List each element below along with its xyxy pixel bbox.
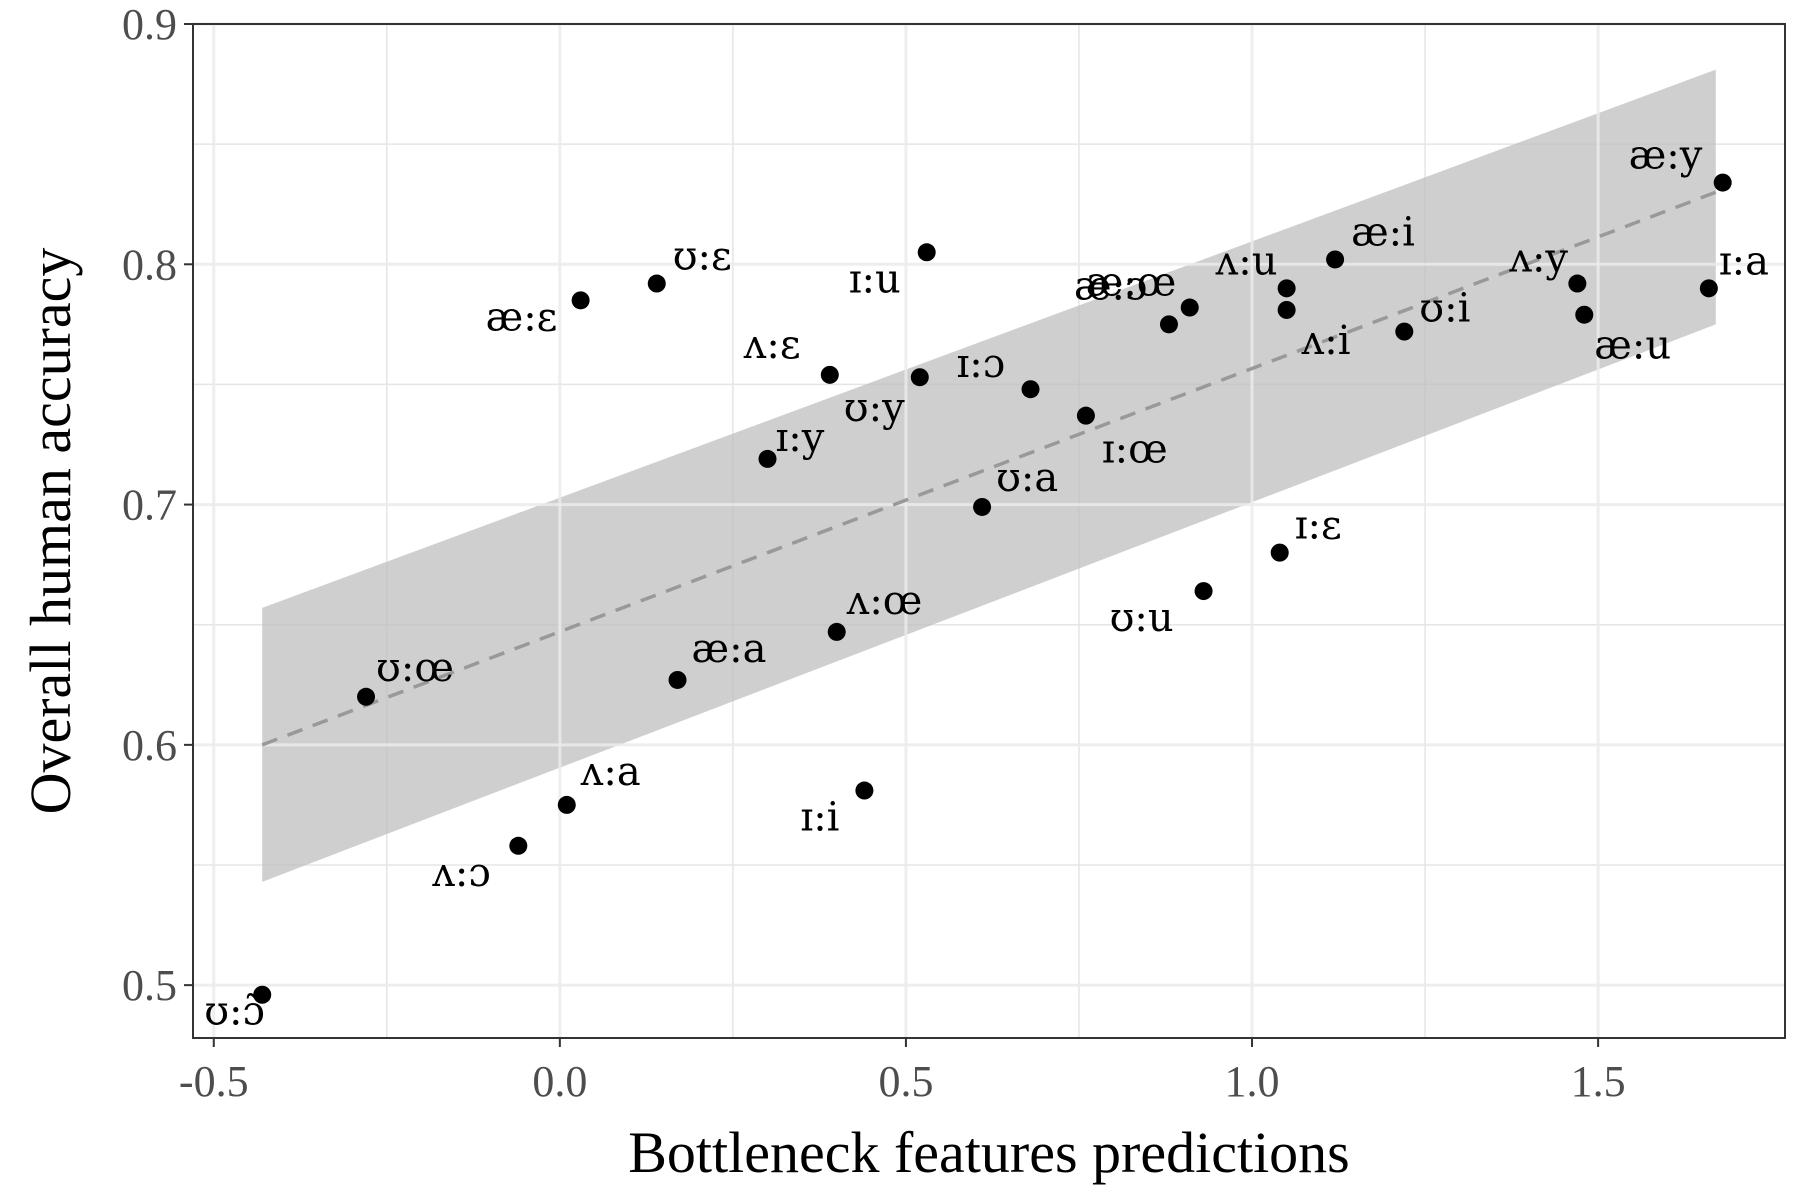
point-label: ɪ:u	[849, 256, 901, 302]
data-point	[910, 368, 929, 387]
data-point	[855, 781, 874, 800]
point-label: ɪ:y	[776, 415, 825, 461]
data-point	[668, 670, 687, 689]
x-tick-label: 1.5	[1571, 1057, 1626, 1106]
data-point	[1277, 279, 1296, 298]
y-axis: 0.5 0.6 0.7 0.8 0.9	[122, 0, 193, 1010]
point-label: ʊ:ɛ	[673, 234, 732, 280]
data-point	[1159, 315, 1178, 334]
data-point	[827, 622, 846, 641]
point-label: æ:i	[1351, 209, 1415, 255]
point-label: ɪ:ɔ	[957, 341, 1006, 387]
point-label: ʌ:ɔ	[431, 850, 490, 896]
data-point	[917, 243, 936, 262]
point-label: ɪ:ɛ	[1295, 503, 1342, 549]
point-label: ʊ:ɔ̃	[204, 989, 265, 1035]
point-label: ʊ:i	[1419, 286, 1470, 332]
data-point	[1568, 274, 1587, 293]
data-point	[973, 497, 992, 516]
y-tick-label: 0.8	[122, 240, 177, 289]
confidence-ribbon	[262, 69, 1716, 882]
data-point	[1326, 250, 1345, 269]
point-label: ʌ:u	[1215, 238, 1278, 284]
data-point	[509, 836, 528, 855]
data-point	[357, 687, 376, 706]
point-label: æ:a	[692, 626, 767, 672]
point-label: æ:œ	[1086, 260, 1177, 306]
data-point	[820, 365, 839, 384]
y-tick-label: 0.9	[122, 0, 177, 49]
point-label: ɪ:œ	[1102, 427, 1168, 473]
data-point	[1713, 173, 1732, 192]
data-point	[557, 795, 576, 814]
point-labels-layer: ʊ:ɔ̃ ʊ:œ ʌ:ɔ ʌ:a æ:ɛ ʊ:ɛ æ:a ɪ:y ʌ:ɛ ʌ:œ ɪ:i ʊ:y ɪ:u…	[204, 133, 1769, 1035]
point-label: ʊ:y	[844, 385, 905, 431]
point-label: ɪ:a	[1719, 238, 1769, 284]
data-point	[758, 449, 777, 468]
point-label: ʊ:œ	[376, 645, 454, 691]
point-label: ʊ:a	[996, 455, 1058, 501]
data-point	[1194, 582, 1213, 601]
point-label: æ:u	[1594, 323, 1671, 369]
x-axis: -0.5 0.0 0.5 1.0 1.5	[179, 1038, 1626, 1106]
data-point	[1277, 300, 1296, 319]
data-point	[571, 291, 590, 310]
point-label: æ:ɛ	[486, 294, 558, 340]
point-label: ʌ:y	[1508, 236, 1568, 282]
point-label: ʌ:i	[1301, 318, 1351, 364]
y-tick-label: 0.5	[122, 961, 177, 1010]
panel-border	[192, 23, 1786, 1039]
data-point	[1395, 322, 1414, 341]
point-label: ʌ:a	[580, 749, 641, 795]
data-point	[1021, 380, 1040, 399]
x-tick-label: 0.5	[878, 1057, 933, 1106]
x-tick-label: 0.0	[532, 1057, 587, 1106]
data-point	[1270, 543, 1289, 562]
data-point	[647, 274, 666, 293]
confidence-ribbon-layer	[262, 69, 1716, 882]
point-label: ʌ:ɛ	[743, 322, 801, 368]
point-label: ɪ:i	[800, 795, 839, 841]
data-point	[253, 985, 272, 1004]
y-tick-label: 0.6	[122, 721, 177, 770]
point-label: æ:ɔ	[1074, 263, 1147, 309]
x-tick-label: 1.0	[1225, 1057, 1280, 1106]
x-tick-label: -0.5	[179, 1057, 249, 1106]
y-axis-title: Overall human accuracy	[18, 248, 83, 815]
point-label: ʌ:œ	[846, 578, 923, 624]
point-label: ʊ:u	[1110, 595, 1174, 641]
data-point	[1699, 279, 1718, 298]
x-axis-title: Bottleneck features predictions	[628, 1120, 1350, 1185]
y-tick-label: 0.7	[122, 481, 177, 530]
data-point	[1575, 305, 1594, 324]
data-point	[1180, 298, 1199, 317]
data-point	[1076, 406, 1095, 425]
data-points-layer	[253, 173, 1732, 1004]
point-label: æ:y	[1629, 133, 1703, 179]
